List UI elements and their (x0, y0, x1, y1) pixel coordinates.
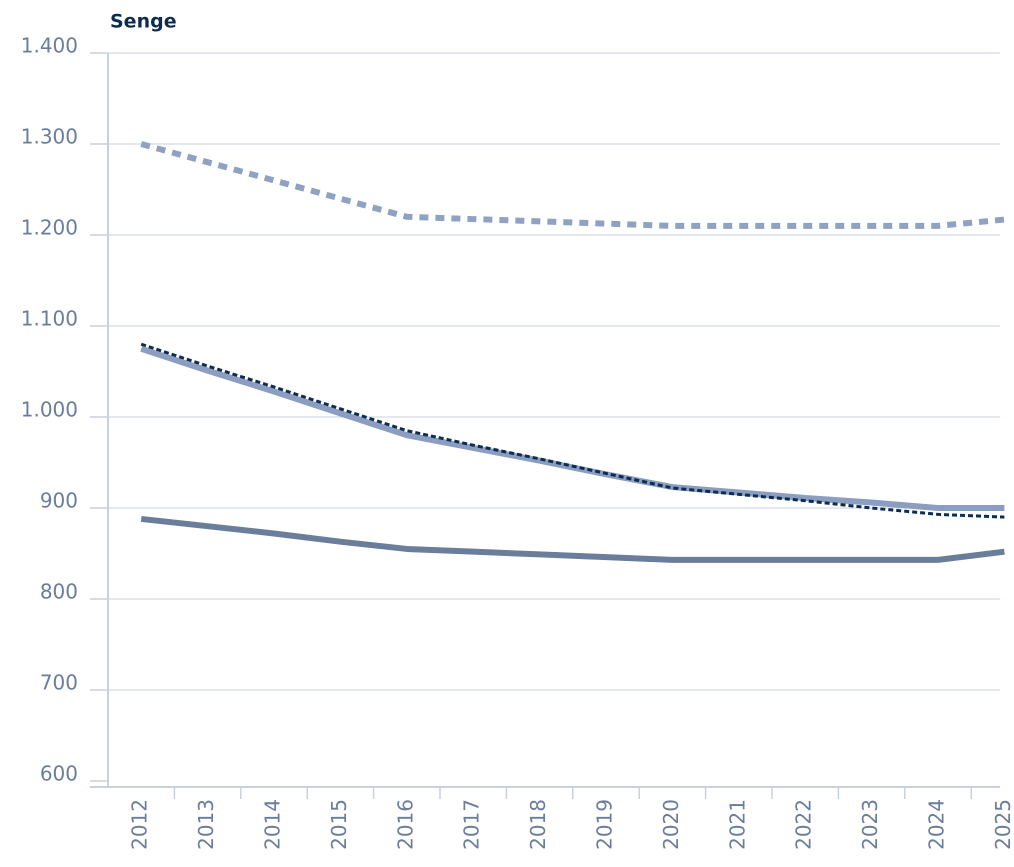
x-tick-label: 2020 (659, 799, 683, 850)
series-line (140, 345, 1005, 511)
x-tick-label: 2025 (991, 799, 1014, 850)
y-tick-label: 800 (40, 580, 78, 604)
x-tick-label: 2012 (128, 799, 152, 850)
y-tick-label: 700 (40, 671, 78, 695)
x-tick-label: 2017 (460, 799, 484, 850)
x-tick-label: 2016 (393, 799, 417, 850)
x-tick-label: 2024 (925, 799, 949, 850)
y-tick-label: 1.200 (21, 216, 78, 240)
y-tick-label: 1.000 (21, 398, 78, 422)
y-tick-label: 1.100 (21, 307, 78, 331)
y-axis-label: Senge (110, 11, 177, 33)
x-tick-label: 2013 (194, 799, 218, 850)
y-tick-label: 900 (40, 489, 78, 513)
x-tick-label: 2015 (327, 799, 351, 850)
y-tick-label: 1.400 (21, 34, 78, 58)
x-tick-label: 2023 (858, 799, 882, 850)
x-tick-label: 2018 (526, 799, 550, 850)
y-tick-label: 600 (40, 762, 78, 786)
series-line (140, 342, 1005, 519)
series-line (140, 141, 1005, 229)
x-tick-label: 2021 (725, 799, 749, 850)
x-tick-label: 2022 (792, 799, 816, 850)
series-line (140, 515, 1005, 563)
x-tick-label: 2014 (261, 799, 285, 850)
y-tick-label: 1.300 (21, 125, 78, 149)
x-tick-label: 2019 (593, 799, 617, 850)
